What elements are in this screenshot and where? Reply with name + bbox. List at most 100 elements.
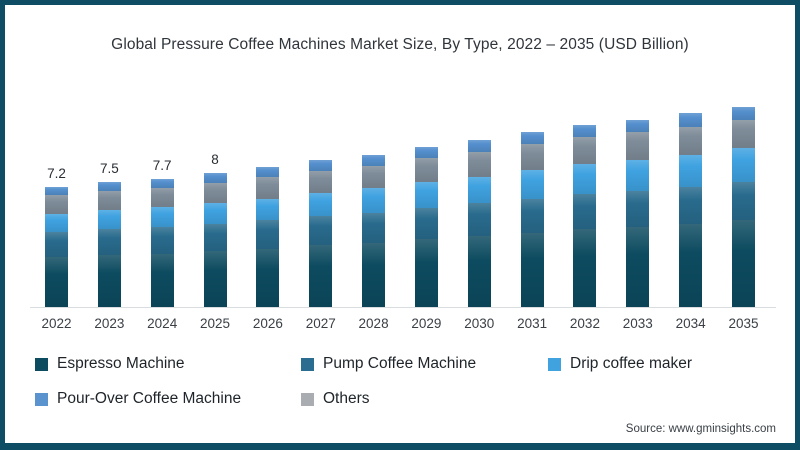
bar-segment-drip-coffee-maker xyxy=(97,210,121,230)
bar-segment-pour-over-coffee-machine xyxy=(573,124,597,138)
bar-segment-pour-over-coffee-machine xyxy=(362,155,386,166)
bar-segment-others xyxy=(626,132,650,161)
x-axis-label-2026: 2026 xyxy=(252,316,283,331)
bar-column-2023: 7.5 2023 xyxy=(94,100,124,331)
bar-column-2029: 2029 xyxy=(411,100,441,331)
legend-item-pour-over-coffee-machine: Pour-Over Coffee Machine xyxy=(35,390,301,408)
bar-segment-drip-coffee-maker xyxy=(679,155,703,187)
legend-label-others: Others xyxy=(323,390,370,407)
bar-segment-drip-coffee-maker xyxy=(309,192,333,217)
bar-segment-espresso-machine xyxy=(414,239,438,307)
bar-segment-drip-coffee-maker xyxy=(626,160,650,191)
bar-column-2032: 2032 xyxy=(570,100,600,331)
legend-item-pump-coffee-machine: Pump Coffee Machine xyxy=(301,355,548,373)
bar-segment-espresso-machine xyxy=(520,232,544,307)
legend-swatch-pour-over-coffee-machine xyxy=(35,392,48,406)
bar-segment-pump-coffee-machine xyxy=(520,198,544,233)
bars-plot-area: 7.2 2022 7.5 2023 7.7 2024 8 2025 2026 2027 2028 20… xyxy=(41,100,758,331)
bar-segment-pour-over-coffee-machine xyxy=(414,146,438,159)
bar-segment-drip-coffee-maker xyxy=(45,213,68,232)
bar-segment-pour-over-coffee-machine xyxy=(467,140,491,152)
bar-segment-drip-coffee-maker xyxy=(150,206,174,227)
legend-swatch-espresso-machine xyxy=(35,357,48,371)
bar-total-label-2025: 8 xyxy=(211,152,219,168)
bar-segment-espresso-machine xyxy=(573,229,597,307)
bar-segment-drip-coffee-maker xyxy=(362,188,386,213)
bar-segment-others xyxy=(150,187,174,207)
bar-column-2033: 2033 xyxy=(623,100,653,331)
legend: Espresso Machine Pump Coffee Machine Drip … xyxy=(35,355,692,408)
bar-segment-drip-coffee-maker xyxy=(520,170,544,199)
bar-segment-espresso-machine xyxy=(731,220,755,307)
bar-segment-pump-coffee-machine xyxy=(45,231,68,257)
bar-segment-pour-over-coffee-machine xyxy=(97,181,121,191)
bar-segment-others xyxy=(520,144,544,171)
bar-column-2025: 8 2025 xyxy=(200,100,230,331)
x-axis-label-2024: 2024 xyxy=(147,316,178,331)
bar-segment-others xyxy=(467,151,491,177)
bar-column-2027: 2027 xyxy=(306,100,336,331)
bar-column-2024: 7.7 2024 xyxy=(147,100,177,331)
bar-segment-espresso-machine xyxy=(203,251,227,307)
bar-segment-drip-coffee-maker xyxy=(414,181,438,208)
bar-segment-pour-over-coffee-machine xyxy=(520,131,544,145)
legend-label-espresso-machine: Espresso Machine xyxy=(57,355,185,372)
legend-item-others: Others xyxy=(301,390,548,408)
legend-label-pour-over-coffee-machine: Pour-Over Coffee Machine xyxy=(57,390,242,407)
x-axis-label-2027: 2027 xyxy=(305,316,336,331)
bar-segment-others xyxy=(362,165,386,189)
bar-segment-pump-coffee-machine xyxy=(414,207,438,240)
bar-column-2026: 2026 xyxy=(253,100,283,331)
legend-item-drip-coffee-maker: Drip coffee maker xyxy=(548,355,692,373)
bar-segment-pour-over-coffee-machine xyxy=(45,186,68,196)
bar-segment-others xyxy=(97,190,121,211)
x-axis-label-2030: 2030 xyxy=(464,316,495,331)
bar-segment-pour-over-coffee-machine xyxy=(679,113,703,127)
bar-segment-others xyxy=(414,158,438,182)
bar-column-2022: 7.2 2022 xyxy=(41,100,71,331)
bar-segment-pump-coffee-machine xyxy=(731,181,755,221)
bar-segment-others xyxy=(45,195,68,214)
x-axis-label-2028: 2028 xyxy=(358,316,389,331)
bar-column-2035: 2035 xyxy=(728,100,758,331)
bar-segment-espresso-machine xyxy=(97,255,121,307)
bar-segment-drip-coffee-maker xyxy=(573,164,597,195)
bar-segment-pour-over-coffee-machine xyxy=(203,173,227,183)
bar-segment-pump-coffee-machine xyxy=(467,203,491,236)
x-axis-label-2023: 2023 xyxy=(94,316,125,331)
bar-segment-pour-over-coffee-machine xyxy=(731,106,755,121)
legend-label-pump-coffee-machine: Pump Coffee Machine xyxy=(323,355,477,372)
bar-segment-espresso-machine xyxy=(45,256,68,307)
x-axis-line xyxy=(30,307,776,308)
bar-segment-pour-over-coffee-machine xyxy=(256,166,280,177)
bar-segment-others xyxy=(573,137,597,165)
x-axis-label-2025: 2025 xyxy=(200,316,231,331)
bar-segment-pump-coffee-machine xyxy=(150,226,174,254)
x-axis-label-2032: 2032 xyxy=(569,316,600,331)
legend-item-espresso-machine: Espresso Machine xyxy=(35,355,301,373)
x-axis-label-2035: 2035 xyxy=(728,316,759,331)
source-text: Source: www.gminsights.com xyxy=(625,423,776,435)
chart-title: Global Pressure Coffee Machines Market S… xyxy=(111,36,689,53)
bar-segment-pour-over-coffee-machine xyxy=(626,119,650,133)
bar-total-label-2023: 7.5 xyxy=(99,160,119,176)
legend-swatch-drip-coffee-maker xyxy=(548,357,561,371)
bar-segment-others xyxy=(256,176,280,199)
bar-segment-pump-coffee-machine xyxy=(626,190,650,227)
legend-label-drip-coffee-maker: Drip coffee maker xyxy=(570,355,693,372)
bar-segment-drip-coffee-maker xyxy=(256,198,280,221)
bar-segment-espresso-machine xyxy=(626,226,650,307)
x-axis-label-2034: 2034 xyxy=(675,316,706,331)
bar-segment-pump-coffee-machine xyxy=(97,229,121,256)
bar-segment-drip-coffee-maker xyxy=(731,148,755,182)
bar-total-label-2024: 7.7 xyxy=(152,157,172,173)
bar-column-2030: 2030 xyxy=(464,100,494,331)
bar-segment-pump-coffee-machine xyxy=(362,212,386,243)
bar-total-label-2022: 7.2 xyxy=(47,165,66,181)
x-axis-label-2031: 2031 xyxy=(517,316,548,331)
bar-segment-others xyxy=(309,170,333,193)
legend-swatch-others xyxy=(301,392,314,406)
bar-segment-pump-coffee-machine xyxy=(203,223,227,252)
bar-segment-pump-coffee-machine xyxy=(309,216,333,246)
bar-segment-pump-coffee-machine xyxy=(256,220,280,249)
